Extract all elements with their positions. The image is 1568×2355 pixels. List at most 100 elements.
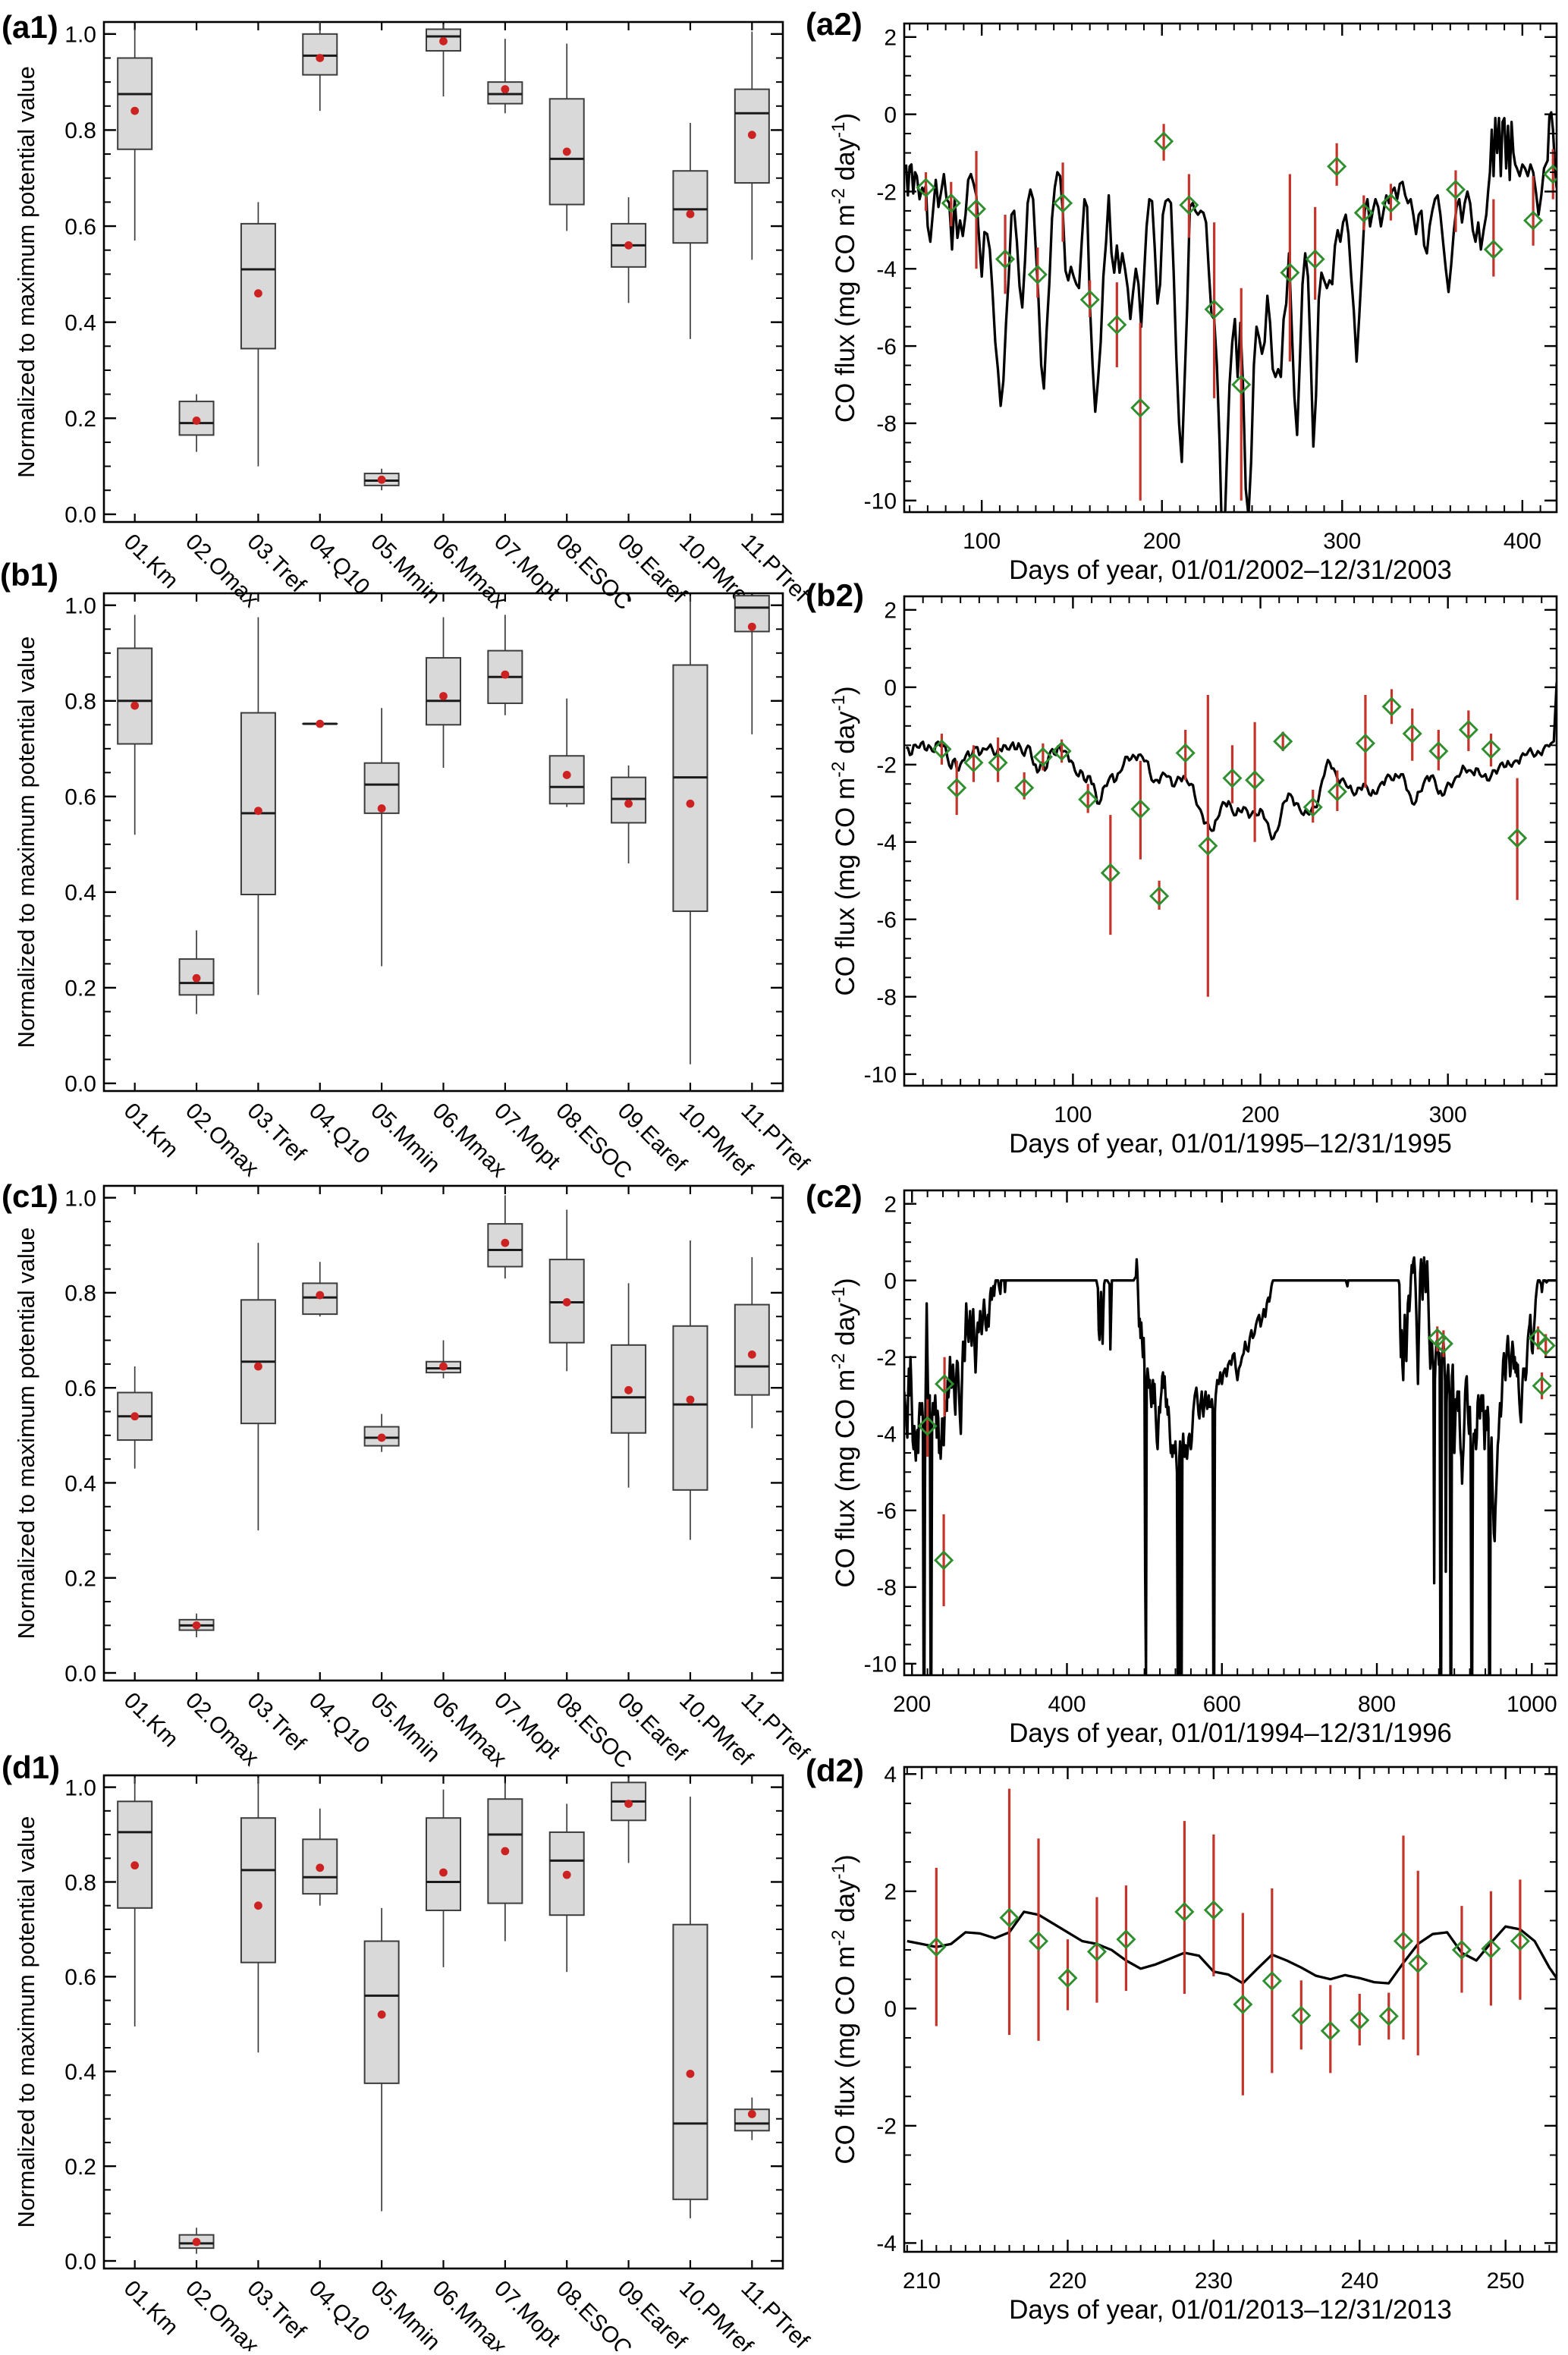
x-axis-title: Days of year, 01/01/1995–12/31/1995 bbox=[1009, 1129, 1452, 1159]
y-tick-label: 0.2 bbox=[64, 976, 96, 1001]
box-03.Tref bbox=[241, 1778, 275, 2052]
y-tick-label: 0.2 bbox=[64, 2155, 96, 2180]
mean-dot bbox=[193, 417, 201, 425]
y-tick-label: 0.4 bbox=[64, 881, 96, 906]
box-10.PMref bbox=[673, 596, 707, 1064]
panel-label-c2: (c2) bbox=[806, 1178, 863, 1214]
y-tick-label: -2 bbox=[876, 753, 897, 778]
y-ticks-d2: 420-2-4 bbox=[876, 1762, 1557, 2256]
box-07.Mopt bbox=[488, 615, 522, 715]
x-tick-label: 600 bbox=[1203, 1692, 1241, 1717]
mean-dot bbox=[687, 2070, 695, 2078]
x-tick-label: 300 bbox=[1429, 1102, 1467, 1127]
category-label: 04.Q10 bbox=[304, 1688, 375, 1759]
x-tick-label: 400 bbox=[1504, 529, 1541, 554]
box-02.Omax bbox=[180, 930, 214, 1014]
mean-dot bbox=[687, 1395, 695, 1404]
box-10.PMref bbox=[673, 1240, 707, 1540]
box-03.Tref bbox=[241, 202, 275, 466]
panel-label-d2: (d2) bbox=[806, 1753, 864, 1788]
y-tick-label: 0.4 bbox=[64, 1471, 96, 1496]
model-line bbox=[904, 1257, 1557, 1679]
mean-dot bbox=[378, 804, 386, 813]
box-01.Km bbox=[118, 1778, 152, 2026]
box-03.Tref bbox=[241, 618, 275, 995]
y-axis-title: CO flux (mg CO m-2 day-1) bbox=[828, 1854, 861, 2164]
category-label: 01.Km bbox=[119, 530, 184, 594]
panel-label-b1: (b1) bbox=[0, 557, 58, 593]
box-08.ESOC bbox=[550, 699, 584, 807]
y-tick-label: 0 bbox=[884, 102, 897, 127]
box-02.Omax bbox=[180, 1614, 214, 1637]
category-ticks: 01.Km02.Omax03.Tref04.Q1005.Mmin06.Mmax0… bbox=[119, 22, 814, 615]
mean-dot bbox=[193, 974, 201, 983]
y-axis-title: Normalized to maximum potential value bbox=[13, 1816, 39, 2228]
box-02.Omax bbox=[180, 395, 214, 452]
box-or-frame-rect bbox=[673, 1326, 707, 1490]
x-tick-label: 1000 bbox=[1507, 1692, 1557, 1717]
box-10.PMref bbox=[673, 123, 707, 339]
y-tick-label: 0.8 bbox=[64, 690, 96, 715]
mean-dot bbox=[254, 806, 262, 815]
box-10.PMref bbox=[673, 1797, 707, 2218]
x-tick-label: 230 bbox=[1195, 2269, 1233, 2294]
mean-dot bbox=[501, 1847, 509, 1856]
box-09.Earef bbox=[611, 1283, 646, 1487]
y-tick-label: -8 bbox=[876, 1576, 897, 1601]
mean-dot bbox=[378, 476, 386, 484]
mean-dot bbox=[130, 1861, 139, 1869]
y-ticks-a1: 0.00.20.40.60.81.0 bbox=[64, 23, 783, 528]
box-07.Mopt bbox=[488, 39, 522, 113]
observation-markers bbox=[918, 133, 1562, 416]
y-tick-label: 0 bbox=[884, 1269, 897, 1294]
box-or-frame-rect bbox=[118, 58, 152, 149]
y-tick-label: 0.8 bbox=[64, 1870, 96, 1895]
y-tick-label: 0 bbox=[884, 1997, 897, 2022]
box-or-frame-rect bbox=[118, 1801, 152, 1907]
box-or-frame-rect bbox=[241, 224, 275, 349]
y-tick-label: -6 bbox=[876, 1499, 897, 1524]
y-tick-label: 2 bbox=[884, 599, 897, 624]
mean-dot bbox=[624, 1800, 633, 1808]
box-08.ESOC bbox=[550, 1209, 584, 1371]
mean-dot bbox=[439, 1363, 448, 1371]
boxes bbox=[118, 1778, 769, 2254]
y-tick-label: 0.4 bbox=[64, 2060, 96, 2085]
y-tick-label: 1.0 bbox=[64, 594, 96, 619]
x-tick-label: 100 bbox=[963, 529, 1001, 554]
panel-label-c1: (c1) bbox=[2, 1178, 58, 1214]
y-tick-label: -4 bbox=[876, 257, 897, 282]
mean-dot bbox=[624, 241, 633, 250]
category-label: 04.Q10 bbox=[304, 530, 375, 600]
y-tick-label: 0.0 bbox=[64, 503, 96, 528]
box-or-frame-rect bbox=[673, 171, 707, 243]
y-axis-title: CO flux (mg CO m-2 day-1) bbox=[828, 686, 861, 995]
mean-dot bbox=[316, 720, 324, 728]
box-05.Mmin bbox=[365, 708, 399, 966]
box-or-frame-rect bbox=[904, 596, 1557, 1086]
y-tick-label: 0.0 bbox=[64, 1072, 96, 1097]
mean-dot bbox=[563, 1871, 571, 1879]
y-tick-label: 0.0 bbox=[64, 1662, 96, 1687]
box-05.Mmin bbox=[365, 1908, 399, 2212]
y-tick-label: -6 bbox=[876, 335, 897, 360]
box-or-frame-rect bbox=[426, 1818, 460, 1910]
box-04.Q10 bbox=[303, 720, 337, 728]
y-tick-label: 0.6 bbox=[64, 785, 96, 810]
box-09.Earef bbox=[611, 766, 646, 863]
y-tick-label: 0.2 bbox=[64, 1567, 96, 1592]
y-tick-label: 1.0 bbox=[64, 23, 96, 48]
box-08.ESOC bbox=[550, 43, 584, 231]
box-06.Mmax bbox=[426, 1341, 460, 1379]
y-tick-label: 0.4 bbox=[64, 310, 96, 335]
mean-dot bbox=[501, 671, 509, 679]
y-tick-label: 0.2 bbox=[64, 407, 96, 432]
panel-label-d1: (d1) bbox=[2, 1750, 60, 1785]
mean-dot bbox=[130, 702, 139, 710]
box-06.Mmax bbox=[426, 618, 460, 769]
box-11.PTref bbox=[735, 596, 769, 734]
x-tick-label: 200 bbox=[1143, 529, 1181, 554]
